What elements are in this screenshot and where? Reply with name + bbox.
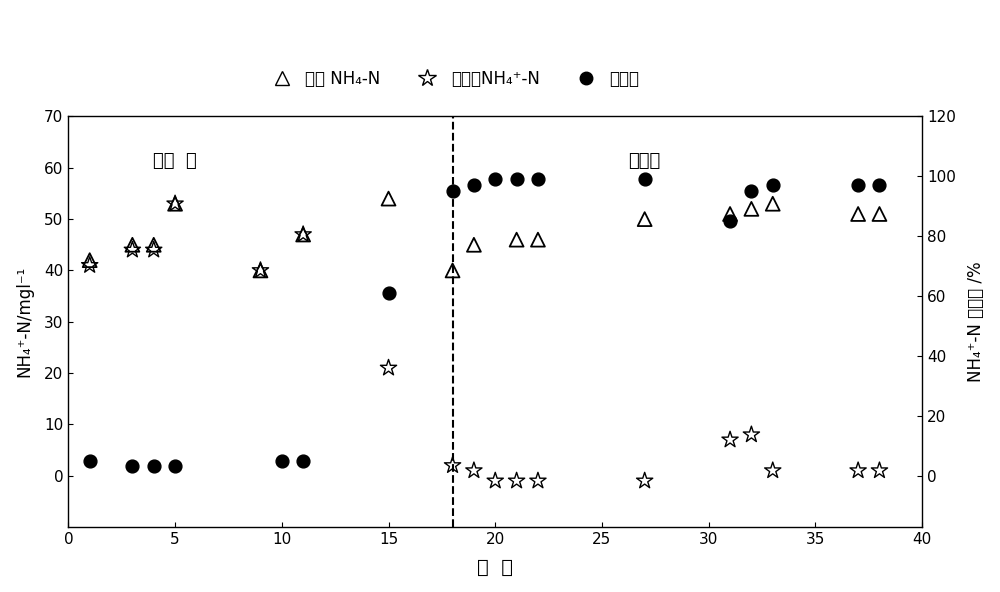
Point bbox=[765, 199, 781, 208]
Point bbox=[124, 461, 140, 470]
Point bbox=[722, 209, 738, 218]
Y-axis label: NH₄⁺-N 去除率 /%: NH₄⁺-N 去除率 /% bbox=[967, 262, 985, 382]
Point bbox=[637, 214, 653, 224]
Point bbox=[445, 266, 461, 275]
Point bbox=[743, 204, 759, 214]
Point bbox=[850, 209, 866, 218]
Point bbox=[146, 245, 162, 255]
Text: 稳定期: 稳定期 bbox=[629, 152, 661, 170]
Point bbox=[530, 476, 546, 485]
Point bbox=[871, 466, 887, 475]
X-axis label: 周  期: 周 期 bbox=[477, 558, 513, 577]
Point bbox=[124, 240, 140, 249]
Point bbox=[381, 363, 397, 373]
Point bbox=[124, 245, 140, 255]
Point bbox=[295, 230, 311, 239]
Point bbox=[466, 181, 482, 190]
Point bbox=[871, 181, 887, 190]
Point bbox=[82, 255, 98, 265]
Point bbox=[509, 476, 525, 485]
Point bbox=[381, 194, 397, 203]
Y-axis label: NH₄⁺-N/mgl⁻¹: NH₄⁺-N/mgl⁻¹ bbox=[15, 266, 33, 377]
Point bbox=[509, 235, 525, 244]
Point bbox=[466, 240, 482, 249]
Point bbox=[871, 209, 887, 218]
Text: 培养  期: 培养 期 bbox=[153, 152, 197, 170]
Point bbox=[765, 181, 781, 190]
Point bbox=[637, 175, 653, 184]
Point bbox=[445, 461, 461, 470]
Point bbox=[509, 175, 525, 184]
Point bbox=[445, 186, 461, 196]
Point bbox=[167, 199, 183, 208]
Point bbox=[167, 461, 183, 470]
Point bbox=[295, 456, 311, 466]
Point bbox=[850, 181, 866, 190]
Legend: 进水 NH₄-N, 硒化后NH₄⁺-N, 去除率: 进水 NH₄-N, 硒化后NH₄⁺-N, 去除率 bbox=[259, 63, 646, 95]
Point bbox=[466, 466, 482, 475]
Point bbox=[295, 230, 311, 239]
Point bbox=[146, 461, 162, 470]
Point bbox=[252, 266, 268, 275]
Point bbox=[722, 435, 738, 445]
Point bbox=[743, 430, 759, 439]
Point bbox=[850, 466, 866, 475]
Point bbox=[274, 456, 290, 466]
Point bbox=[637, 476, 653, 485]
Point bbox=[487, 476, 503, 485]
Point bbox=[743, 186, 759, 196]
Point bbox=[530, 235, 546, 244]
Point bbox=[167, 199, 183, 208]
Point bbox=[146, 240, 162, 249]
Point bbox=[252, 266, 268, 275]
Point bbox=[722, 217, 738, 226]
Point bbox=[765, 466, 781, 475]
Point bbox=[82, 260, 98, 270]
Point bbox=[487, 175, 503, 184]
Point bbox=[530, 175, 546, 184]
Point bbox=[82, 456, 98, 466]
Point bbox=[381, 288, 397, 298]
